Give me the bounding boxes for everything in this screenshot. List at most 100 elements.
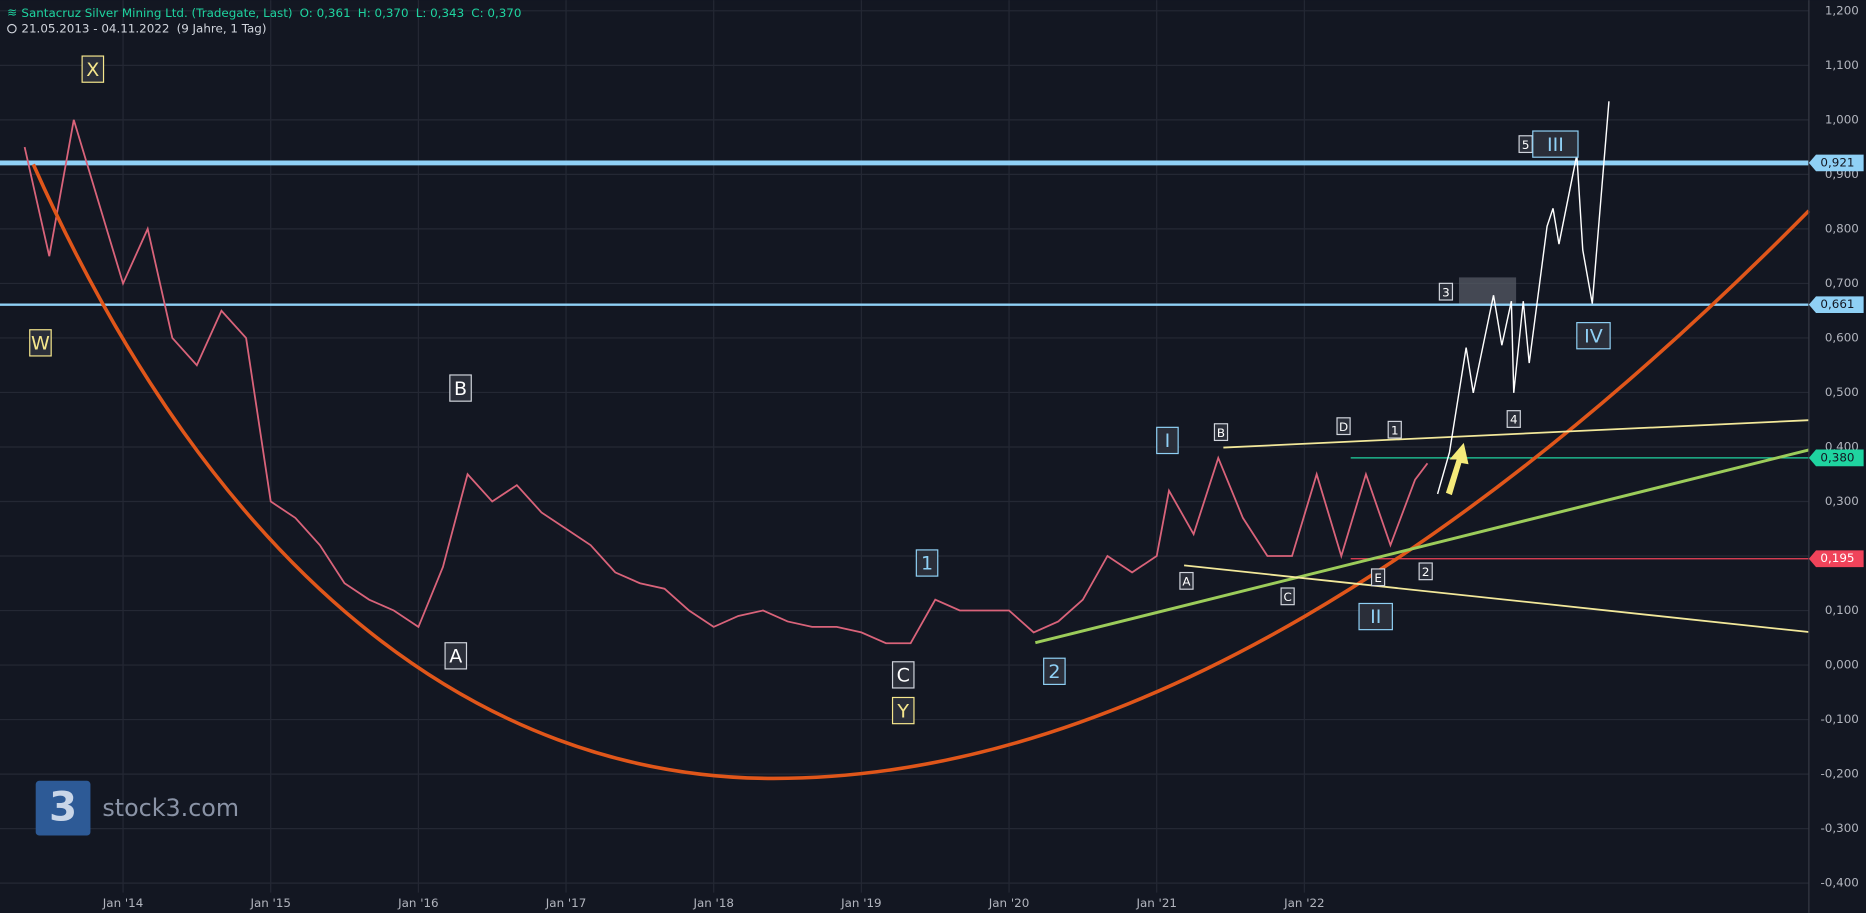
trend-curve [31,163,1811,781]
annotation-box [1179,571,1194,590]
annotation-label: D [1339,420,1348,434]
level-label: 0,921 [1820,155,1854,169]
level-label: 0,661 [1820,297,1854,311]
level-label: 0,380 [1820,450,1854,464]
target-box [1459,277,1517,304]
annotation-label: C [897,665,910,687]
annotation-box [1532,130,1579,158]
annotation-box [444,642,468,670]
y-tick-label: 0,300 [1825,494,1859,508]
annotation-label: 4 [1510,413,1518,427]
y-tick-label: -0,200 [1821,767,1859,781]
level-badge [1808,449,1864,467]
logo-box [35,780,91,836]
price [23,119,1429,645]
level-badge [1808,296,1864,314]
clock-icon [7,23,17,34]
y-tick-label: 0,700 [1825,276,1859,290]
annotation-label: B [1217,426,1225,440]
annotation-label: 2 [1422,565,1430,579]
annotation-box [1280,587,1295,606]
y-tick-label: 1,000 [1825,112,1859,126]
y-tick-label: -0,100 [1821,712,1859,726]
projection-path [1436,101,1610,495]
annotation-box [1336,417,1351,436]
annotation-label: W [31,333,50,355]
annotation-box [891,661,915,689]
y-tick-label: 0,100 [1825,603,1859,617]
level-label: 0,195 [1820,551,1854,565]
annotation-box [1506,410,1521,428]
y-tick-label: 0,500 [1825,385,1859,399]
range: 21.05.2013 - 04.11.2022 [21,21,169,35]
annotation-box [1418,562,1433,581]
annotation-label: A [449,646,462,668]
annotation-label: II [1370,606,1381,628]
axis: 1,2001,1001,0000,9000,8000,7000,6000,500… [102,0,1864,913]
arrow [1445,442,1469,496]
annotation-label: IV [1584,325,1603,347]
x-tick-label: Jan '15 [249,896,291,910]
resistance-line [1223,419,1809,449]
annotation-label: E [1374,571,1382,585]
x-tick-label: Jan '19 [840,896,882,910]
annotation-box [1213,423,1229,442]
y-tick-label: 0,000 [1825,658,1859,672]
x-tick-label: Jan '17 [545,896,587,910]
level-badge [1808,550,1864,568]
annotation-box [29,329,52,357]
span: (9 Jahre, 1 Tag) [177,21,267,35]
title: Santacruz Silver Mining Ltd. (Tradegate,… [21,6,292,20]
annotation-box [1156,426,1179,455]
annotation-box [891,696,915,725]
annotation-label: Y [896,700,909,722]
y-tick-label: 1,200 [1825,3,1859,17]
annotation-label: 3 [1442,285,1450,299]
y-tick-label: -0,400 [1821,876,1859,890]
annotation-box [1358,602,1393,631]
price-line [23,119,1429,645]
annotation-box [1370,568,1386,587]
annotation-box [915,549,939,577]
annotation-label: 5 [1522,138,1530,152]
annotation-box [1576,322,1611,350]
annotation-box [1043,657,1066,685]
annotation-label: B [454,378,467,400]
annotation-label: C [1283,590,1291,604]
annotation-label: I [1165,430,1171,452]
header-range: 21.05.2013 - 04.11.2022 (9 Jahre, 1 Tag) [21,21,266,35]
header-icon: ≋ [7,6,17,20]
y-tick-label: -0,300 [1821,821,1859,835]
lower-line [1184,564,1809,633]
watermark-text: stock3.com [102,794,239,822]
annotation-label: 1 [921,553,933,575]
open: O: 0,361 [300,6,351,20]
y-tick-label: 0,800 [1825,221,1859,235]
annotation-box [449,374,472,402]
header-title: Santacruz Silver Mining Ltd. (Tradegate,… [21,6,521,20]
x-tick-label: Jan '14 [102,896,144,910]
levels [0,160,1809,560]
annotation-label: X [86,59,99,81]
logo-mark: 3 [49,782,77,830]
level-badge [1808,154,1864,172]
close: C: 0,370 [471,6,521,20]
x-tick-label: Jan '18 [692,896,734,910]
y-tick-label: 1,100 [1825,58,1859,72]
x-tick-label: Jan '22 [1283,896,1325,910]
annotation-label: A [1182,575,1191,589]
high: H: 0,370 [358,6,409,20]
x-tick-label: Jan '21 [1135,896,1177,910]
x-tick-label: Jan '16 [397,896,439,910]
support-line [1034,448,1810,645]
low: L: 0,343 [416,6,464,20]
annotation-label: III [1547,134,1564,156]
annotation-label: 1 [1391,423,1399,437]
annotation-box [1438,282,1454,301]
annotation-box [1387,420,1402,439]
annotation-box [81,55,105,83]
x-tick-label: Jan '20 [988,896,1030,910]
